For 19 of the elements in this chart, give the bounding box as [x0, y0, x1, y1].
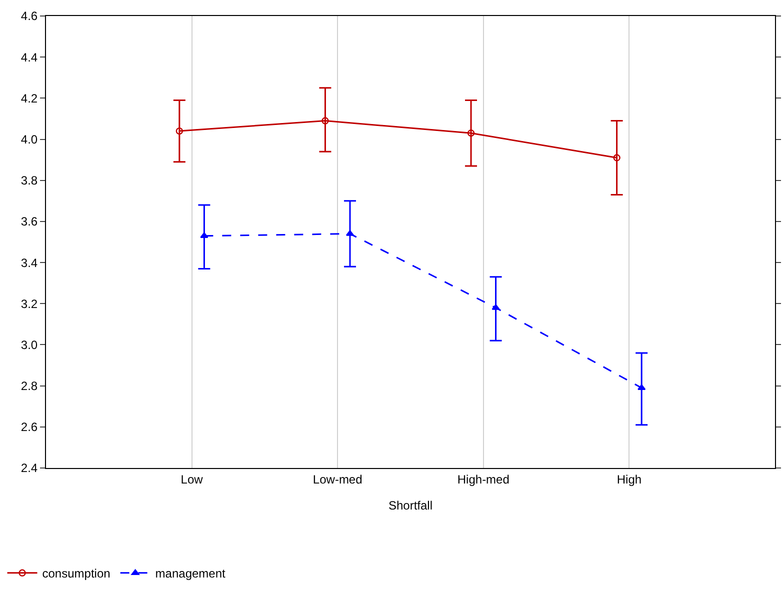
x-tick-label: High-med — [457, 472, 510, 486]
x-tick-label: Low — [180, 472, 204, 486]
y-tick-label: 3.6 — [20, 214, 38, 229]
y-tick-label: 4.0 — [20, 132, 38, 146]
legend-label: consumption — [42, 566, 110, 581]
y-tick-label: 3.8 — [20, 174, 38, 188]
y-tick-label: 3.2 — [20, 296, 38, 311]
x-tick-label: High — [616, 472, 642, 486]
y-tick-label: 3.4 — [20, 256, 38, 270]
x-tick-label: Low-med — [312, 472, 362, 486]
y-tick-label: 3.0 — [20, 338, 38, 352]
y-tick-label: 4.2 — [20, 91, 38, 106]
y-tick-label: 2.6 — [20, 420, 38, 434]
y-tick-label: 4.6 — [20, 9, 38, 24]
x-axis-title: Shortfall — [388, 498, 433, 512]
y-tick-label: 2.8 — [20, 379, 38, 394]
y-tick-label: 4.4 — [20, 50, 38, 64]
legend-label: management — [155, 566, 226, 581]
y-tick-label: 2.4 — [20, 461, 38, 476]
